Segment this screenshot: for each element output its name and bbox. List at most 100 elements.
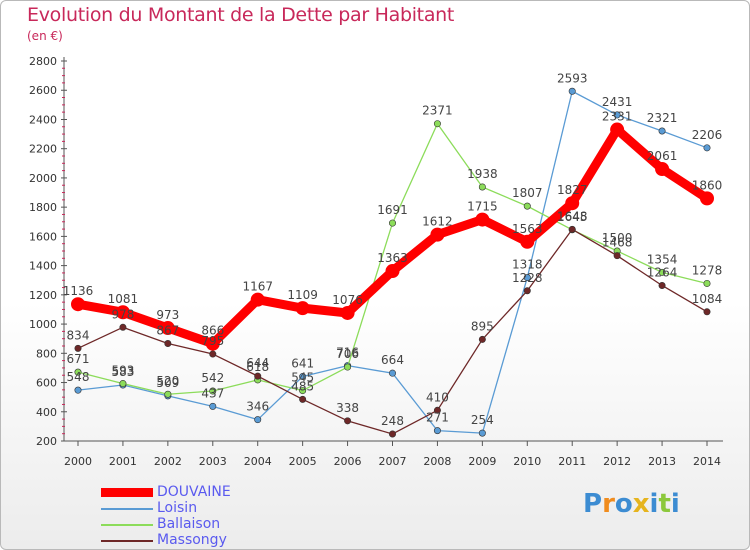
data-point-massongy: [568, 225, 576, 233]
x-tick-label: 2012: [603, 455, 631, 468]
x-tick-label: 2006: [334, 455, 362, 468]
data-label-douvaine: 1563: [512, 222, 543, 236]
data-label-ballaison: 2371: [422, 104, 453, 118]
data-label-douvaine: 1081: [108, 292, 139, 306]
logo-letter: o: [614, 489, 633, 519]
data-label-douvaine: 1860: [692, 178, 723, 192]
data-point-massongy: [209, 350, 217, 358]
data-label-loisin: 271: [426, 411, 449, 425]
x-tick-label: 2014: [693, 455, 721, 468]
data-point-massongy: [613, 252, 621, 260]
data-label-ballaison: 671: [67, 352, 90, 366]
legend-label-douvaine: DOUVAINE: [157, 484, 231, 500]
x-tick-label: 2005: [289, 455, 317, 468]
y-tick-label: 1000: [29, 318, 57, 331]
x-tick-label: 2004: [244, 455, 272, 468]
data-point-massongy: [299, 395, 307, 403]
data-label-ballaison: 593: [111, 364, 134, 378]
data-label-massongy: 1264: [647, 265, 678, 279]
y-tick-label: 1200: [29, 289, 57, 302]
data-label-ballaison: 1278: [692, 263, 723, 277]
data-label-massongy: 895: [471, 319, 494, 333]
data-label-loisin: 2206: [692, 128, 723, 142]
data-point-loisin: [613, 111, 621, 119]
legend-label-ballaison: Ballaison: [157, 516, 221, 532]
data-label-ballaison: 545: [291, 371, 314, 385]
data-label-douvaine: 1136: [63, 284, 94, 298]
logo-letter: r: [602, 489, 615, 519]
data-point-massongy: [164, 340, 172, 348]
x-tick-label: 2010: [513, 455, 541, 468]
data-point-ballaison: [209, 387, 217, 395]
data-label-ballaison: 1500: [602, 231, 633, 245]
data-label-douvaine: 1715: [467, 200, 498, 214]
chart-subtitle: (en €): [27, 29, 63, 43]
data-label-douvaine: 1612: [422, 215, 453, 229]
data-label-loisin: 254: [471, 413, 494, 427]
data-label-massongy: 338: [336, 401, 359, 415]
logo-letter: P: [583, 489, 603, 519]
data-point-loisin: [388, 369, 396, 377]
x-tick-label: 2001: [109, 455, 137, 468]
chart-title: Evolution du Montant de la Dette par Hab…: [27, 4, 455, 26]
data-label-ballaison: 1938: [467, 167, 498, 181]
data-point-douvaine: [430, 227, 445, 242]
data-label-loisin: 437: [201, 386, 224, 400]
data-label-ballaison: 1691: [377, 203, 408, 217]
data-label-loisin: 641: [291, 357, 314, 371]
legend-label-loisin: Loisin: [157, 500, 198, 516]
data-label-massongy: 410: [426, 390, 449, 404]
x-tick-label: 2008: [423, 455, 451, 468]
data-point-ballaison: [433, 120, 441, 128]
data-label-douvaine: 1076: [332, 293, 363, 307]
data-point-loisin: [254, 416, 262, 424]
data-point-douvaine: [475, 212, 490, 227]
logo-letter: t: [658, 489, 671, 519]
legend-label-massongy: Massongy: [157, 532, 227, 548]
data-label-massongy: 795: [201, 334, 224, 348]
data-point-douvaine: [205, 336, 220, 351]
data-label-douvaine: 973: [156, 308, 179, 322]
data-point-ballaison: [344, 363, 352, 371]
data-point-massongy: [119, 323, 127, 331]
data-label-ballaison: 618: [246, 360, 269, 374]
data-point-loisin: [478, 429, 486, 437]
logo-letter: i: [649, 489, 659, 519]
x-tick-label: 2013: [648, 455, 676, 468]
data-point-massongy: [523, 287, 531, 295]
data-point-ballaison: [74, 368, 82, 376]
legend-swatch-massongy: [101, 540, 153, 542]
data-label-ballaison: 1354: [647, 252, 678, 266]
data-point-loisin: [299, 373, 307, 381]
x-tick-label: 2002: [154, 455, 182, 468]
data-point-massongy: [703, 308, 711, 316]
data-point-loisin: [433, 427, 441, 435]
data-label-loisin: 716: [336, 346, 359, 360]
data-label-ballaison: 1645: [557, 210, 588, 224]
data-label-massongy: 834: [67, 328, 90, 342]
data-point-douvaine: [610, 122, 625, 137]
proxiti-logo: Proxiti: [583, 489, 680, 519]
data-label-douvaine: 1827: [557, 183, 588, 197]
data-label-massongy: 867: [156, 324, 179, 338]
data-label-douvaine: 1363: [377, 251, 408, 265]
data-label-massongy: 644: [246, 356, 269, 370]
data-label-massongy: 485: [291, 379, 314, 393]
logo-letter: i: [670, 489, 680, 519]
data-point-ballaison: [478, 183, 486, 191]
legend-swatch-douvaine: [101, 488, 153, 497]
data-point-loisin: [523, 274, 531, 282]
data-label-massongy: 978: [111, 307, 134, 321]
data-label-loisin: 2593: [557, 71, 588, 85]
data-point-ballaison: [388, 219, 396, 227]
logo-letter: x: [632, 489, 650, 519]
data-label-douvaine: 1109: [287, 288, 318, 302]
y-tick-label: 400: [36, 406, 57, 419]
data-point-douvaine: [160, 321, 175, 336]
data-label-loisin: 2321: [647, 111, 678, 125]
data-point-ballaison: [119, 380, 127, 388]
data-point-massongy: [433, 406, 441, 414]
data-label-ballaison: 542: [201, 371, 224, 385]
data-point-massongy: [478, 335, 486, 343]
